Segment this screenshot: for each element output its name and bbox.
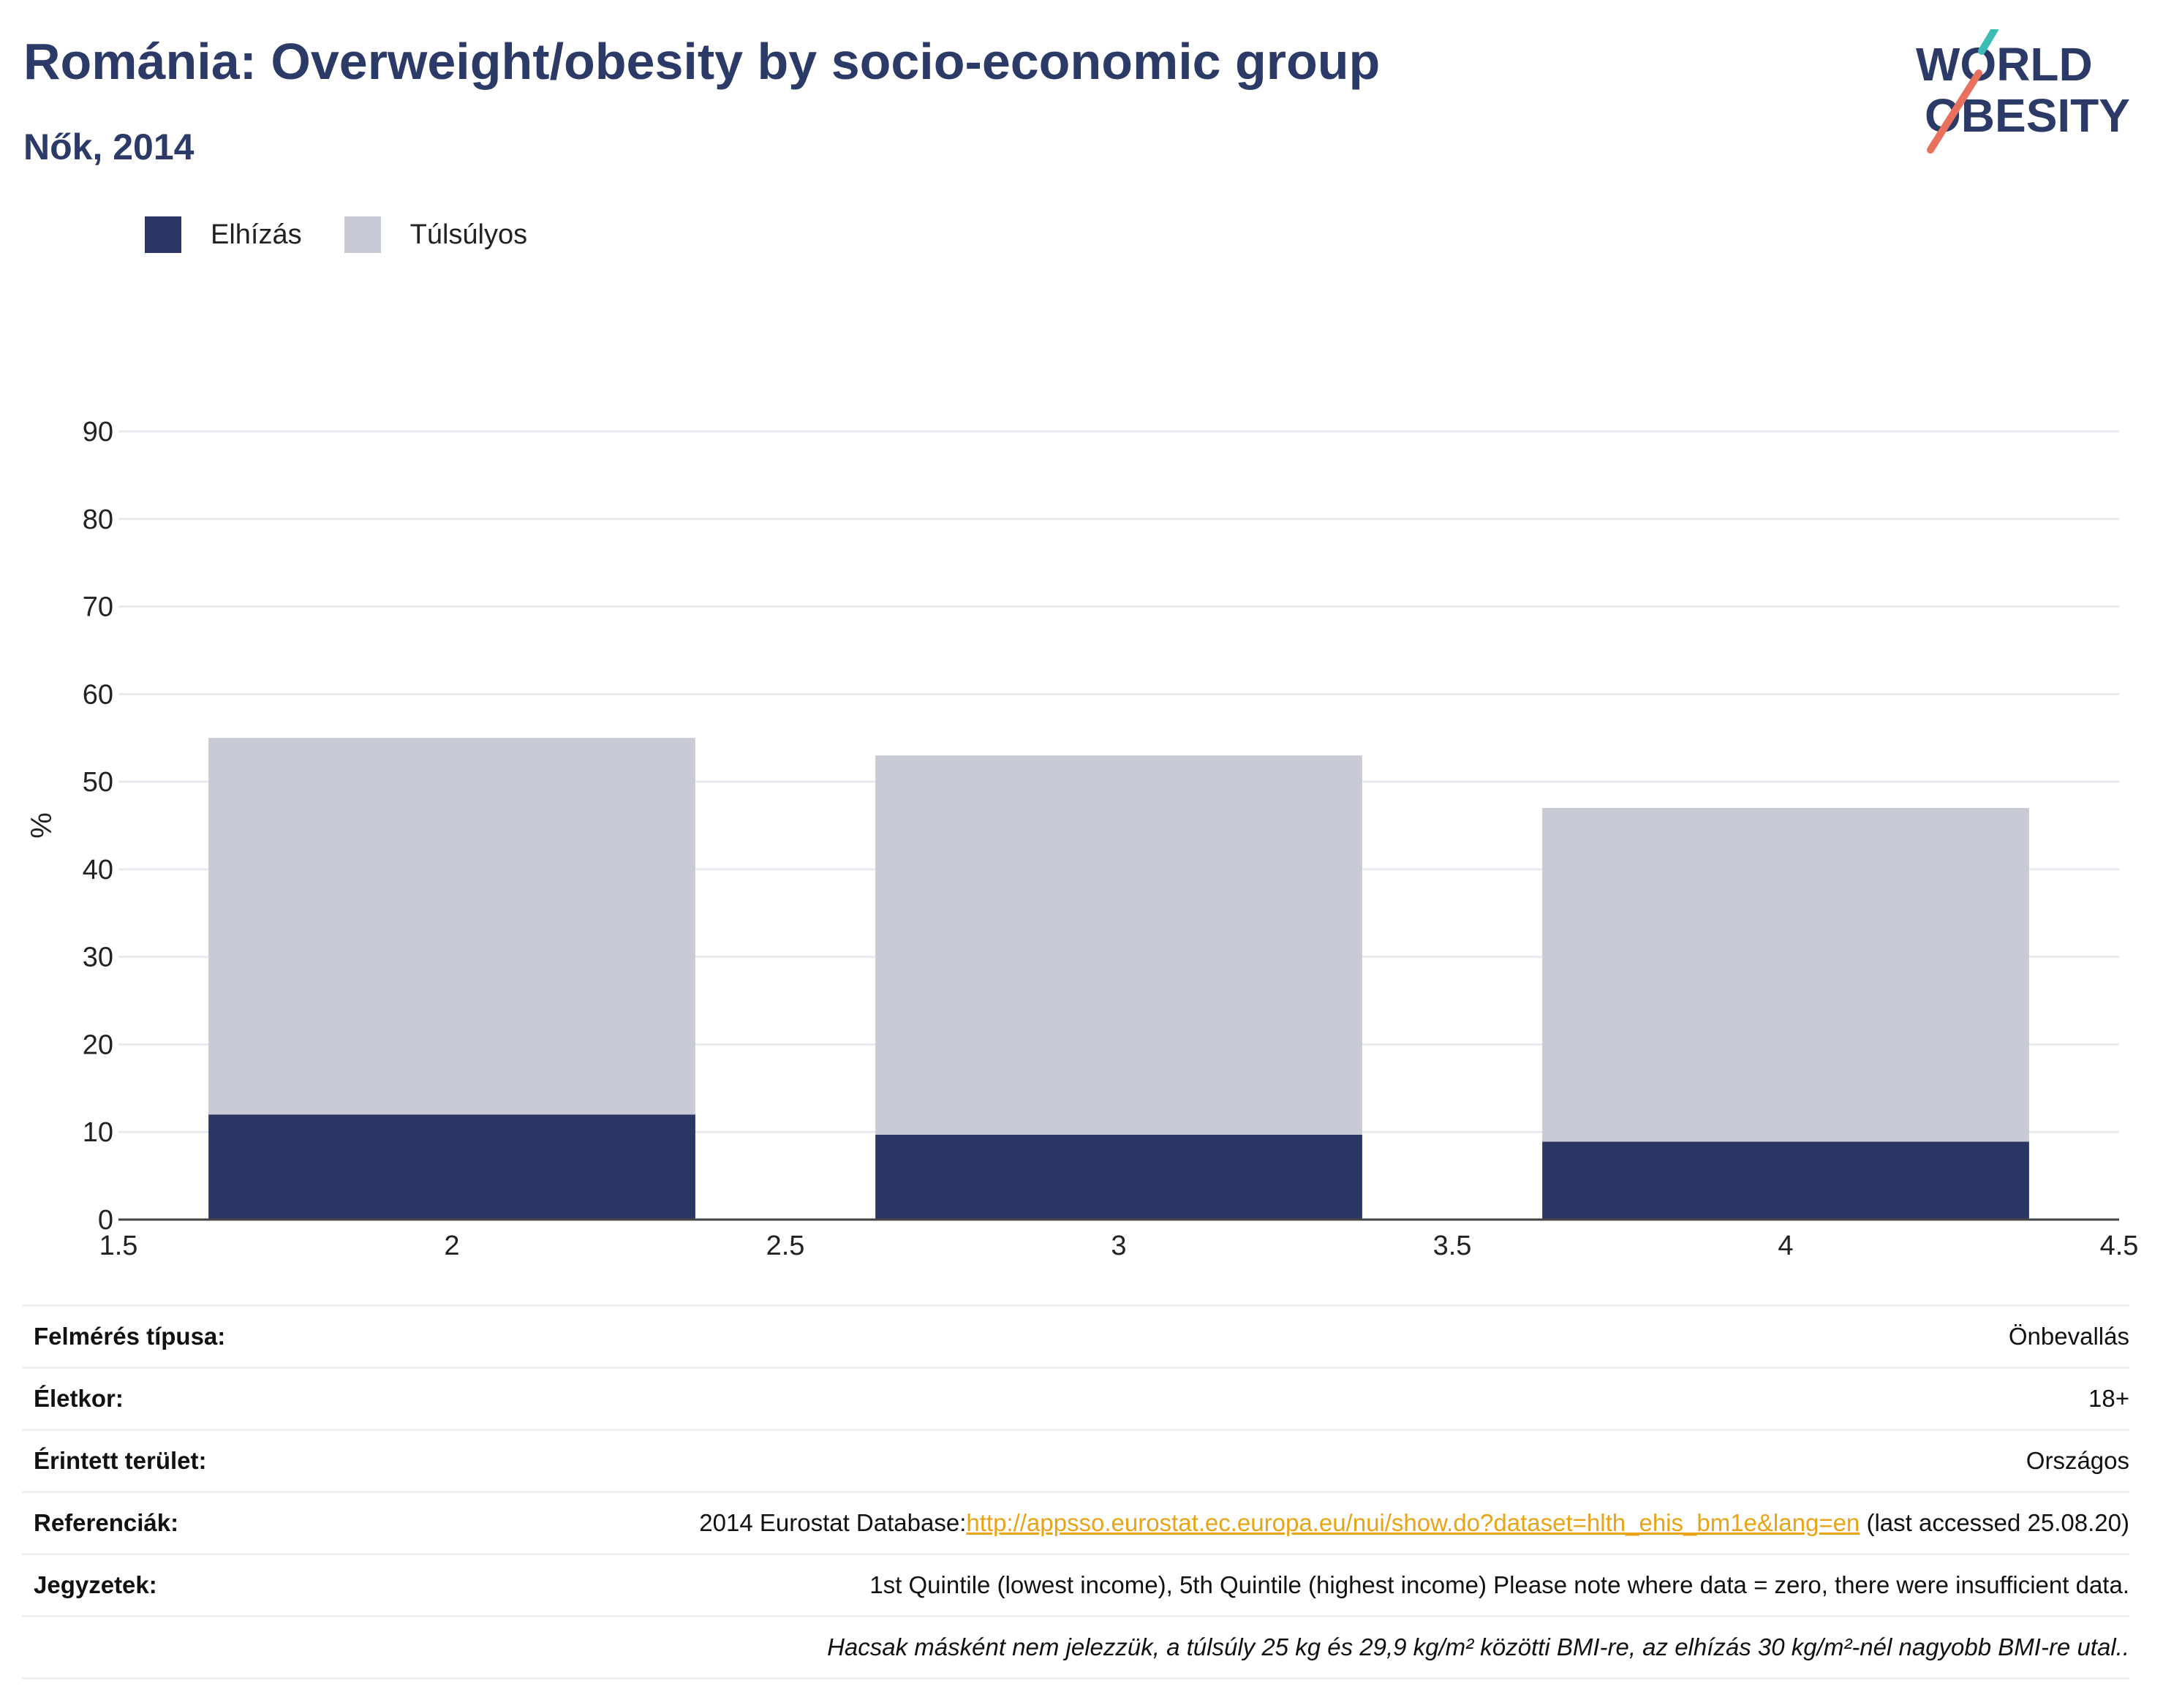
info-label: Felmérés típusa: [34, 1323, 226, 1350]
y-tick-label: 70 [83, 592, 113, 623]
info-row-area: Érintett terület: Országos [22, 1429, 2129, 1491]
legend-label-overweight: Túlsúlyos [409, 219, 528, 250]
x-tick-label: 2 [444, 1231, 459, 1261]
bar-obesity [208, 1114, 695, 1220]
y-tick-label: 30 [83, 942, 113, 973]
y-tick-label: 40 [83, 855, 113, 885]
bar-obesity [1542, 1141, 2029, 1220]
stacked-bar-chart: 0 10 20 30 40 50 60 70 80 90 1.5 2 2.5 3 3.5 4 4.5% [26, 417, 2139, 1261]
chart-legend: Elhízás Túlsúlyos [145, 216, 570, 253]
x-tick-label: 4 [1778, 1231, 1793, 1261]
bar-obesity [875, 1134, 1362, 1220]
y-tick-label: 80 [83, 505, 113, 535]
info-value: Országos [2026, 1447, 2129, 1474]
y-axis-label: % [26, 812, 58, 839]
y-tick-label: 10 [83, 1117, 113, 1148]
x-tick-label: 4.5 [2100, 1231, 2139, 1261]
bar-overweight [875, 755, 1362, 1135]
reference-prefix: 2014 Eurostat Database: [699, 1509, 967, 1536]
info-row-references: Referenciák: 2014 Eurostat Database:http… [22, 1491, 2129, 1553]
y-tick-label: 60 [83, 679, 113, 710]
world-obesity-logo: WORLD OBESITY [1916, 29, 2130, 154]
info-label: Életkor: [34, 1385, 124, 1412]
page-title: Románia: Overweight/obesity by socio-eco… [23, 33, 1381, 90]
info-row-notes: Jegyzetek: 1st Quintile (lowest income),… [22, 1553, 2129, 1615]
x-tick-label: 1.5 [99, 1231, 138, 1261]
legend-label-obesity: Elhízás [211, 219, 302, 250]
legend-swatch-overweight [344, 216, 381, 253]
info-row-survey-type: Felmérés típusa: Önbevallás [22, 1304, 2129, 1367]
legend-item-overweight[interactable]: Túlsúlyos [344, 216, 528, 253]
bar-overweight [1542, 808, 2029, 1142]
y-tick-label: 50 [83, 767, 113, 798]
info-value: 1st Quintile (lowest income), 5th Quinti… [869, 1571, 2129, 1598]
info-label: Érintett terület: [34, 1447, 207, 1474]
legend-item-obesity[interactable]: Elhízás [145, 216, 302, 253]
info-row-age: Életkor: 18+ [22, 1367, 2129, 1429]
x-tick-label: 3 [1111, 1231, 1126, 1261]
info-value: 18+ [2088, 1385, 2129, 1412]
page-subtitle: Nők, 2014 [23, 126, 195, 167]
y-tick-label: 90 [83, 417, 113, 447]
x-tick-label: 2.5 [766, 1231, 805, 1261]
legend-swatch-obesity [145, 216, 181, 253]
info-value: Hacsak másként nem jelezzük, a túlsúly 2… [827, 1633, 2129, 1660]
info-table: Felmérés típusa: Önbevallás Életkor: 18+… [22, 1304, 2129, 1679]
reference-suffix: (last accessed 25.08.20) [1860, 1509, 2129, 1536]
info-label: Jegyzetek: [34, 1571, 157, 1598]
info-row-definition-note: Hacsak másként nem jelezzük, a túlsúly 2… [22, 1615, 2129, 1679]
svg-text:WORLD: WORLD [1916, 38, 2093, 91]
info-value: Önbevallás [2008, 1323, 2129, 1350]
reference-link[interactable]: http://appsso.eurostat.ec.europa.eu/nui/… [966, 1509, 1860, 1536]
x-tick-label: 3.5 [1433, 1231, 1472, 1261]
y-tick-label: 0 [98, 1205, 113, 1236]
info-label: Referenciák: [34, 1509, 179, 1536]
bar-overweight [208, 738, 695, 1115]
info-value: 2014 Eurostat Database:http://appsso.eur… [699, 1509, 2129, 1537]
y-tick-label: 20 [83, 1029, 113, 1060]
